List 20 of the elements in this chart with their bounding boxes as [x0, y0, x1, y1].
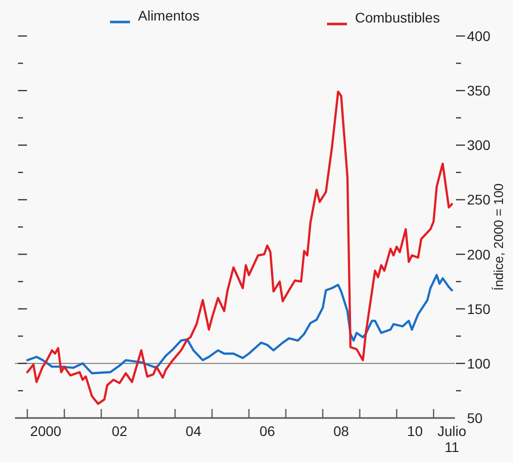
x-tick-label: 04	[186, 423, 202, 439]
x-tick-label: 08	[333, 423, 350, 439]
x-tick-label: Julio 11	[437, 423, 466, 455]
legend-label: Alimentos	[138, 8, 200, 24]
line-series	[26, 90, 453, 405]
y-tick-label: 350	[467, 82, 491, 99]
y-tick-label: 300	[467, 137, 491, 154]
y-tick-label: 50	[467, 410, 483, 426]
y-tick-label: 200	[467, 246, 491, 262]
x-tick-label: 06	[259, 423, 276, 439]
y-tick-label: 400	[467, 28, 491, 44]
line-series	[26, 274, 453, 374]
y-axis-title: Índice, 2000 = 100	[491, 183, 506, 291]
y-tick-label: 150	[467, 300, 491, 317]
y-tick-label: 100	[467, 355, 491, 372]
x-tick-label: 02	[112, 423, 128, 439]
x-tick-label: 2000	[30, 423, 62, 439]
x-tick-label: 10	[407, 423, 423, 439]
legend-label: Combustibles	[355, 10, 440, 26]
y-tick-label: 250	[467, 192, 491, 208]
